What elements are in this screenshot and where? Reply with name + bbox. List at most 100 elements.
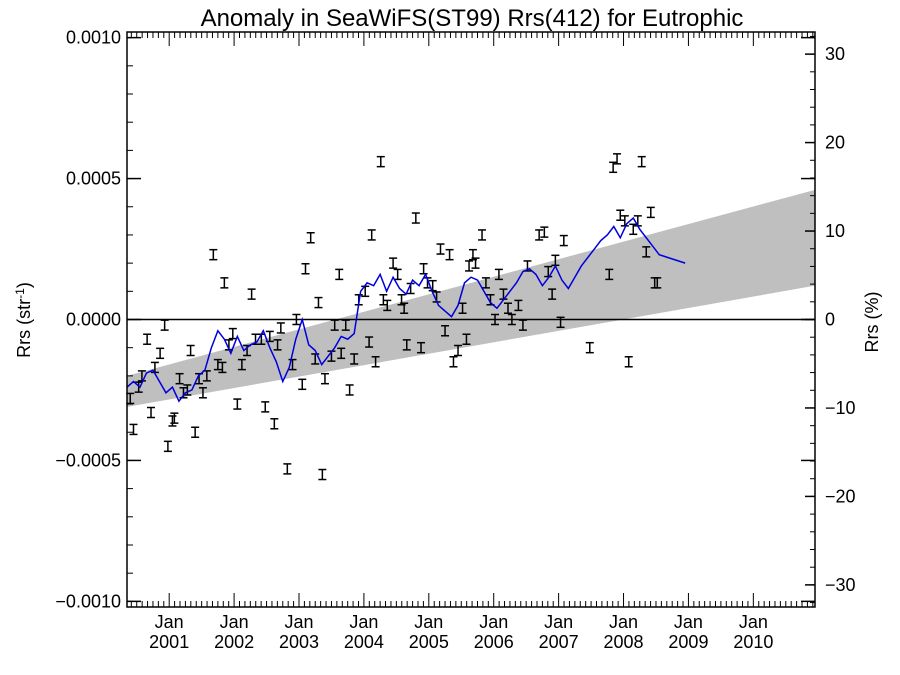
data-point bbox=[389, 257, 398, 269]
data-point bbox=[276, 322, 285, 334]
data-point bbox=[620, 215, 629, 227]
data-point bbox=[371, 356, 380, 368]
data-point bbox=[436, 243, 445, 255]
y-tick-label: −0.0010 bbox=[55, 591, 121, 611]
data-point bbox=[616, 209, 625, 221]
data-point bbox=[213, 358, 222, 371]
data-point bbox=[540, 226, 549, 238]
y-axis-label-suffix: ) bbox=[14, 282, 34, 288]
x-tick-label-year: 2001 bbox=[149, 632, 189, 652]
data-point bbox=[350, 353, 359, 365]
data-point bbox=[637, 155, 646, 168]
x-tick-label-month: Jan bbox=[220, 612, 249, 632]
data-point bbox=[494, 268, 503, 281]
y2-tick-label: 0 bbox=[825, 310, 835, 330]
data-point bbox=[629, 223, 638, 236]
data-point bbox=[559, 234, 568, 247]
smoothed-anomaly-line bbox=[126, 216, 686, 403]
data-point bbox=[376, 155, 385, 168]
data-point bbox=[419, 263, 428, 275]
y-axis-label-superscript: -1 bbox=[13, 288, 27, 299]
data-point bbox=[585, 341, 594, 354]
data-point bbox=[270, 418, 279, 430]
y2-tick-label: −30 bbox=[825, 575, 856, 595]
data-point bbox=[298, 378, 307, 391]
right-y-axis: 30 20 10 0 −10 −20 −30 bbox=[805, 35, 856, 604]
x-tick-label-month: Jan bbox=[414, 612, 443, 632]
data-point bbox=[345, 384, 354, 396]
y-axis-label-text: Rrs (str bbox=[14, 299, 34, 358]
x-tick-label-year: 2004 bbox=[344, 632, 384, 652]
y-tick-label: −0.0005 bbox=[55, 450, 121, 470]
x-tick-label-month: Jan bbox=[284, 612, 313, 632]
data-point bbox=[273, 339, 282, 351]
y-tick-label: 0.0000 bbox=[66, 310, 121, 330]
y2-tick-label: 30 bbox=[825, 44, 845, 64]
data-point bbox=[503, 302, 512, 314]
data-point bbox=[646, 206, 655, 219]
data-point bbox=[400, 302, 409, 314]
data-point bbox=[393, 268, 402, 281]
x-tick-label-month: Jan bbox=[739, 612, 768, 632]
y2-tick-label: 20 bbox=[825, 133, 845, 153]
y2-tick-label: 10 bbox=[825, 221, 845, 241]
data-point bbox=[134, 381, 143, 393]
data-point bbox=[341, 319, 350, 331]
data-point bbox=[191, 426, 200, 438]
data-point bbox=[156, 347, 165, 360]
data-point bbox=[147, 406, 156, 419]
data-point bbox=[160, 319, 169, 331]
x-tick-label-month: Jan bbox=[674, 612, 703, 632]
data-point bbox=[471, 257, 480, 269]
x-tick-label-year: 2006 bbox=[474, 632, 514, 652]
x-tick-label-month: Jan bbox=[349, 612, 378, 632]
data-point bbox=[428, 279, 437, 292]
data-point bbox=[544, 265, 553, 278]
data-point bbox=[449, 356, 458, 368]
data-point bbox=[261, 401, 270, 413]
data-point bbox=[320, 372, 329, 385]
data-point bbox=[314, 296, 323, 309]
data-point bbox=[335, 268, 344, 281]
data-point bbox=[175, 372, 184, 385]
data-point bbox=[233, 398, 242, 410]
left-y-axis: 0.0010 0.0005 0.0000 −0.0005 −0.0010 bbox=[55, 28, 815, 611]
x-tick-label-month: Jan bbox=[479, 612, 508, 632]
data-point bbox=[220, 277, 229, 289]
data-point bbox=[198, 387, 207, 399]
data-point bbox=[337, 347, 346, 360]
anomaly-points bbox=[126, 153, 662, 481]
data-point bbox=[535, 229, 544, 241]
data-point bbox=[292, 313, 301, 326]
data-point bbox=[228, 327, 237, 340]
data-point bbox=[507, 313, 516, 326]
data-point bbox=[402, 339, 411, 351]
data-point bbox=[613, 153, 622, 165]
x-tick-label-year: 2009 bbox=[668, 632, 708, 652]
data-point bbox=[318, 468, 327, 481]
data-point bbox=[411, 212, 420, 224]
data-point bbox=[170, 412, 179, 424]
data-point bbox=[143, 333, 152, 345]
y2-tick-label: −20 bbox=[825, 486, 856, 506]
data-point bbox=[330, 319, 339, 331]
x-tick-label-year: 2002 bbox=[214, 632, 254, 652]
data-point bbox=[478, 229, 487, 241]
data-point bbox=[462, 333, 471, 345]
data-point bbox=[137, 370, 146, 382]
data-point bbox=[417, 341, 426, 354]
x-tick-label-month: Jan bbox=[544, 612, 573, 632]
data-point bbox=[209, 248, 218, 261]
x-tick-label-year: 2010 bbox=[733, 632, 773, 652]
data-point bbox=[163, 440, 172, 453]
data-point bbox=[605, 268, 614, 281]
x-tick-label-year: 2003 bbox=[279, 632, 319, 652]
data-point bbox=[183, 384, 192, 396]
data-point bbox=[441, 325, 450, 337]
y-tick-label: 0.0010 bbox=[66, 28, 121, 48]
x-tick-label-month: Jan bbox=[155, 612, 184, 632]
data-point bbox=[237, 358, 246, 371]
data-point bbox=[624, 356, 633, 368]
data-point bbox=[283, 463, 292, 475]
x-tick-label-year: 2005 bbox=[409, 632, 449, 652]
